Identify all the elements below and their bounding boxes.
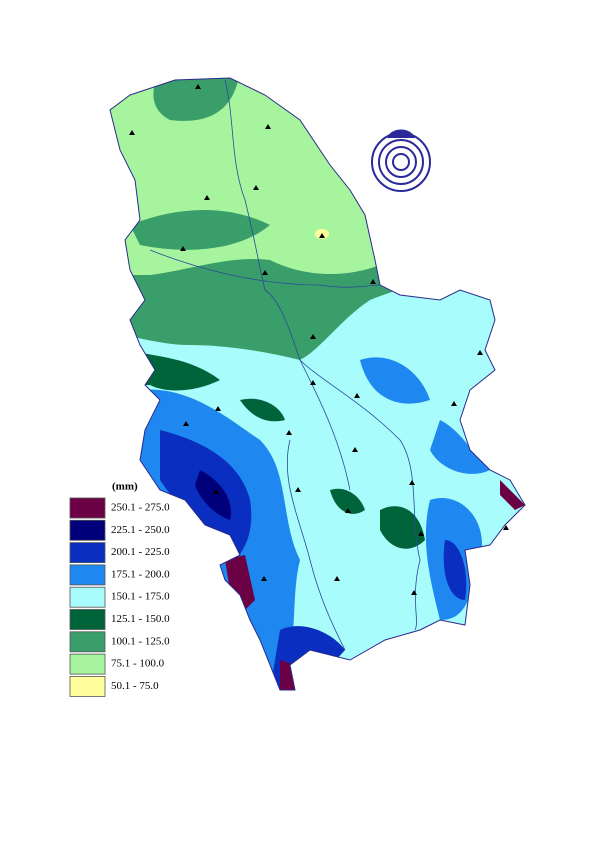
legend-swatch bbox=[69, 542, 106, 563]
legend: (mm) 250.1 - 275.0 225.1 - 250.0 200.1 - 2… bbox=[69, 481, 170, 697]
legend-swatch bbox=[69, 519, 106, 541]
legend-label: 75.1 - 100.0 bbox=[111, 658, 165, 670]
legend-label: 175.1 - 200.0 bbox=[111, 568, 170, 580]
legend-swatch bbox=[69, 586, 106, 608]
legend-label: 225.1 - 250.0 bbox=[111, 524, 170, 536]
legend-swatch bbox=[69, 631, 106, 653]
legend-title: (mm) bbox=[112, 481, 138, 493]
legend-swatch bbox=[69, 497, 106, 519]
stations bbox=[129, 84, 509, 595]
legend-label: 125.1 - 150.0 bbox=[111, 613, 170, 625]
legend-label: 150.1 - 175.0 bbox=[111, 591, 170, 603]
legend-swatch bbox=[69, 609, 106, 630]
legend-label: 250.1 - 275.0 bbox=[111, 502, 170, 514]
legend-label: 100.1 - 125.0 bbox=[111, 635, 170, 647]
legend-label: 200.1 - 225.0 bbox=[111, 546, 170, 558]
legend-swatch bbox=[69, 564, 106, 586]
legend-swatch bbox=[69, 676, 106, 697]
legend-label: 50.1 - 75.0 bbox=[111, 680, 159, 692]
logo bbox=[371, 129, 431, 192]
rivers bbox=[149, 79, 421, 651]
legend-swatch bbox=[69, 653, 106, 675]
